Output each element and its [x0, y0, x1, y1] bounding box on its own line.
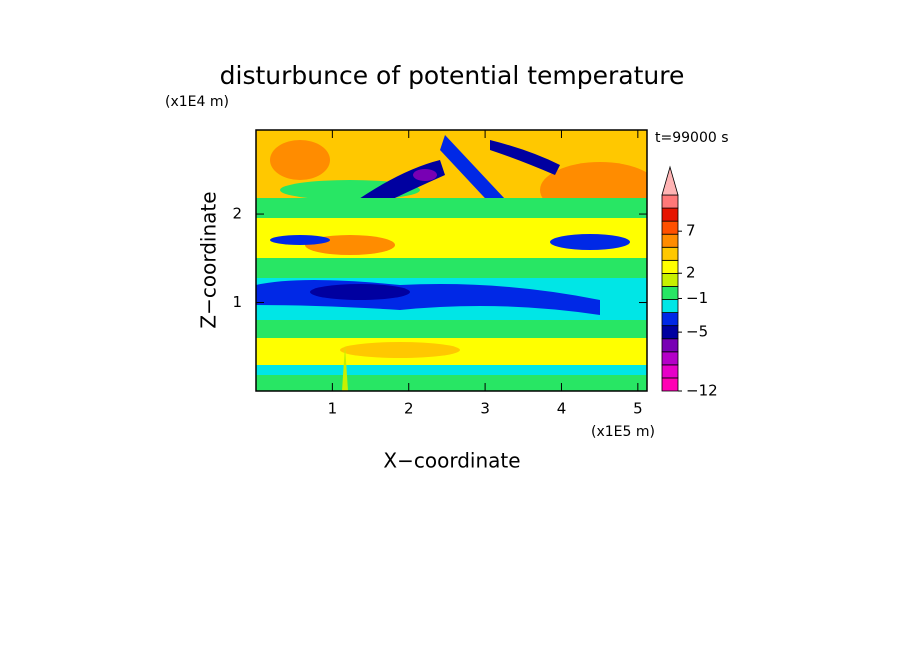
- colorbar-label: 7: [686, 222, 696, 240]
- colorbar-label: 2: [686, 264, 696, 282]
- contour-field: [256, 130, 647, 391]
- colorbar-box: [661, 325, 679, 340]
- colorbar-box: [661, 233, 679, 248]
- x-tick-label: 3: [480, 400, 490, 418]
- colorbar-label: −5: [686, 323, 708, 341]
- colorbar-box: [661, 312, 679, 327]
- colorbar-box: [661, 259, 679, 274]
- colorbar-box: [661, 364, 679, 379]
- colorbar-box: [661, 207, 679, 222]
- time-annotation: t=99000 s: [655, 130, 729, 146]
- colorbar-box: [661, 220, 679, 235]
- colorbar-box: [661, 246, 679, 261]
- plot-frame: [255, 129, 648, 392]
- y-axis-label: Z−coordinate: [197, 191, 221, 328]
- x-tick-label: 5: [633, 400, 643, 418]
- chart-title: disturbunce of potential temperature: [220, 61, 685, 90]
- y-tick-label: 2: [232, 205, 242, 223]
- colorbar-label: −1: [686, 289, 708, 307]
- colorbar-label: −12: [686, 382, 718, 400]
- x-tick-label: 2: [404, 400, 414, 418]
- y-tick-label: 1: [232, 293, 242, 311]
- x-tick-label: 4: [557, 400, 567, 418]
- x-tick-label: 1: [328, 400, 338, 418]
- y-unit: (x1E4 m): [165, 94, 229, 110]
- colorbar-box: [661, 377, 679, 392]
- colorbar-arrow: [661, 165, 679, 196]
- colorbar-box: [661, 299, 679, 313]
- colorbar-box: [661, 286, 679, 300]
- colorbar-box: [661, 351, 679, 366]
- x-unit: (x1E5 m): [591, 424, 655, 440]
- x-axis-label: X−coordinate: [383, 449, 520, 473]
- colorbar-box: [661, 338, 679, 353]
- colorbar-box: [661, 272, 679, 287]
- colorbar-box: [661, 194, 679, 209]
